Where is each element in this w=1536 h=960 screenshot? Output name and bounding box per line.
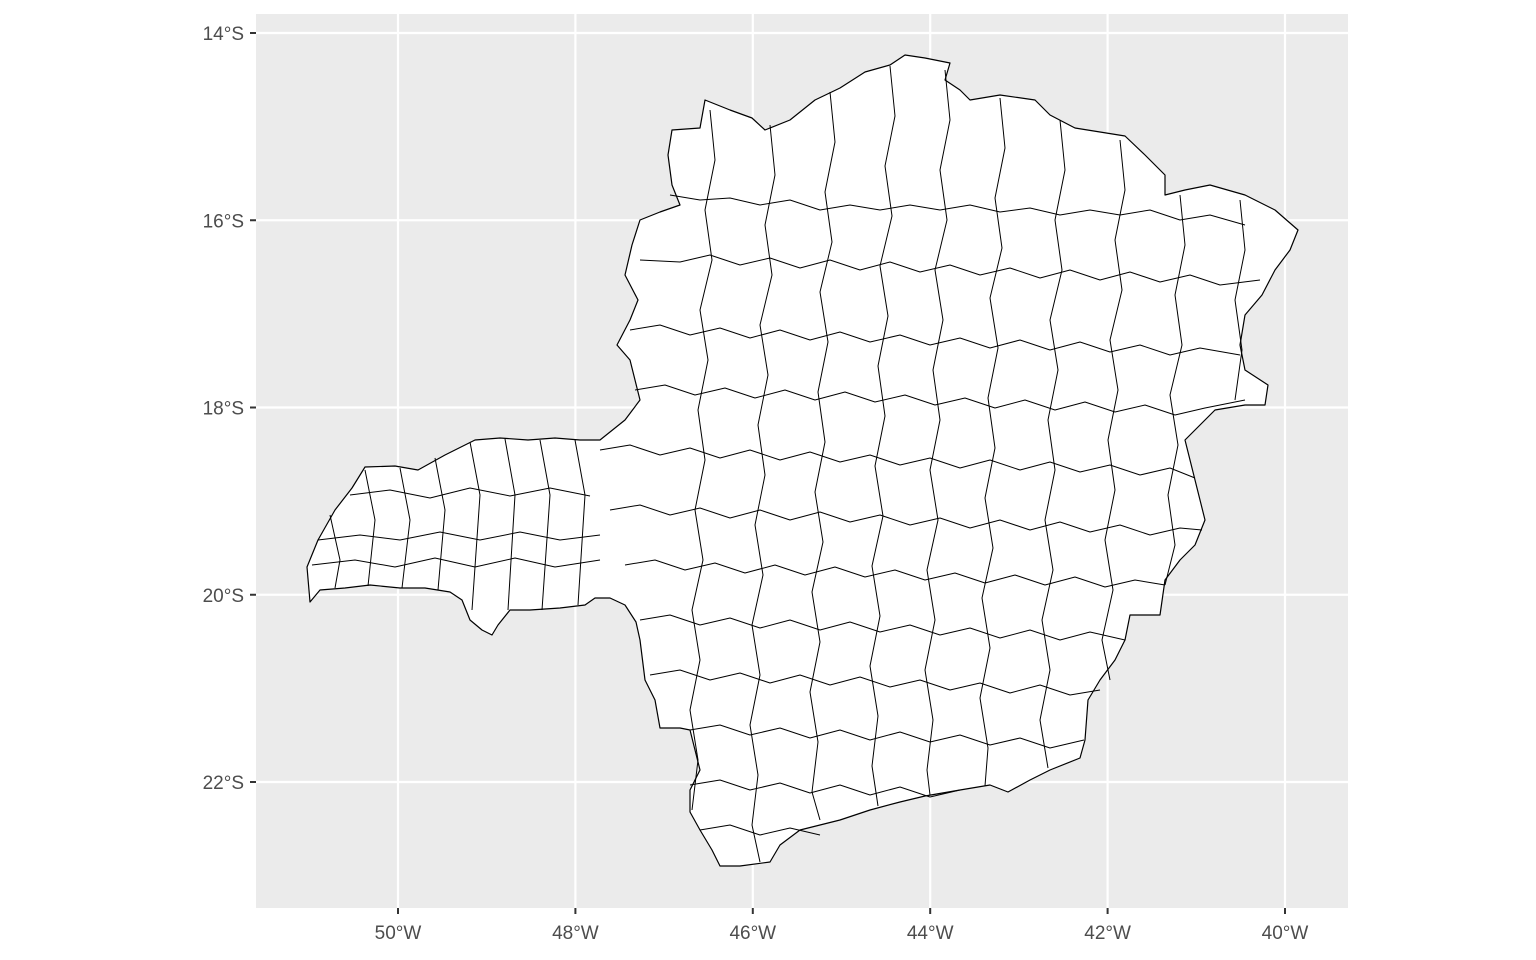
y-tick-label: 22°S	[203, 773, 244, 794]
x-tick-label: 44°W	[907, 923, 954, 944]
y-tick-label: 16°S	[203, 211, 244, 232]
state-outline	[306, 54, 1299, 867]
x-tick-label: 42°W	[1084, 923, 1131, 944]
x-tick-label: 48°W	[552, 923, 599, 944]
x-tick-label: 46°W	[729, 923, 776, 944]
x-tick-label: 40°W	[1262, 923, 1309, 944]
y-tick-label: 14°S	[203, 24, 244, 45]
x-axis: 50°W 48°W 46°W 44°W 42°W 40°W	[375, 908, 1309, 944]
x-tick-label: 50°W	[375, 923, 422, 944]
y-tick-label: 20°S	[203, 586, 244, 607]
municipal-boundaries	[311, 65, 1261, 863]
y-axis: 14°S 16°S 18°S 20°S 22°S	[203, 24, 256, 794]
y-tick-label: 18°S	[203, 399, 244, 420]
